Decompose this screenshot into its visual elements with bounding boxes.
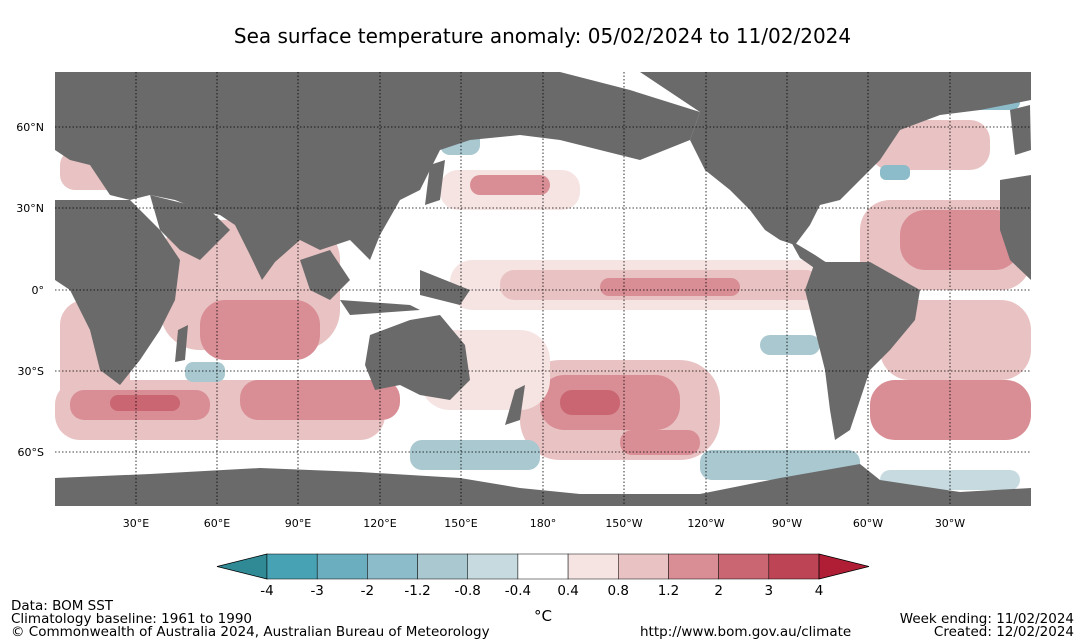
- footer-week-ending: Week ending: 11/02/2024: [899, 611, 1074, 627]
- colorbar-segment: [417, 553, 468, 580]
- lat-label: 60°N: [16, 121, 44, 134]
- lon-label: 150°W: [605, 517, 642, 530]
- colorbar-extend-high: [818, 553, 870, 580]
- graticule: [55, 72, 1031, 506]
- footer-baseline: Climatology baseline: 1961 to 1990: [11, 611, 252, 627]
- colorbar-tick-labels: -4 -3 -2 -1.2 -0.8 -0.4 0.4 0.8 1.2 2 3 4: [260, 583, 823, 599]
- colorbar-tick-label: 3: [765, 583, 774, 599]
- lon-label: 150°E: [444, 517, 477, 530]
- colorbar-segment: [768, 553, 820, 580]
- colorbar-tick-label: -2: [361, 583, 374, 599]
- colorbar-tick-label: -1.2: [404, 583, 430, 599]
- colorbar-segment: [718, 553, 770, 580]
- colorbar-segment: [567, 553, 619, 580]
- colorbar-tick-label: 4: [815, 583, 824, 599]
- colorbar: [216, 553, 870, 580]
- colorbar-segment: [266, 553, 318, 580]
- latitude-labels: 60°N 30°N 0° 30°S 60°S: [16, 121, 44, 459]
- lat-label: 60°S: [18, 446, 44, 459]
- colorbar-tick-label: -3: [310, 583, 323, 599]
- lon-label: 60°E: [204, 517, 230, 530]
- colorbar-extend-low: [216, 553, 268, 580]
- colorbar-unit: °C: [534, 607, 552, 625]
- colorbar-segment: [668, 553, 719, 580]
- lon-label: 60°W: [853, 517, 883, 530]
- lon-label: 30°E: [123, 517, 149, 530]
- longitude-labels: 30°E 60°E 90°E 120°E 150°E 180° 150°W 12…: [123, 517, 966, 530]
- colorbar-tick-label: -0.4: [505, 583, 531, 599]
- colorbar-segment: [367, 553, 418, 580]
- colorbar-tick-label: 0.4: [557, 583, 578, 599]
- colorbar-segment: [316, 553, 368, 580]
- lon-label: 30°W: [935, 517, 965, 530]
- footer-url-link[interactable]: http://www.bom.gov.au/climate: [640, 624, 852, 640]
- lon-label: 120°E: [363, 517, 396, 530]
- lon-label: 120°W: [687, 517, 724, 530]
- colorbar-tick-label: 1.2: [658, 583, 679, 599]
- map-title: Sea surface temperature anomaly: 05/02/2…: [233, 24, 852, 48]
- colorbar-segment: [467, 553, 519, 580]
- colorbar-tick-label: -4: [260, 583, 273, 599]
- colorbar-tick-label: 0.8: [608, 583, 629, 599]
- footer-copyright: © Commonwealth of Australia 2024, Austra…: [11, 624, 490, 640]
- colorbar-segment: [618, 553, 669, 580]
- lon-label: 180°: [530, 517, 557, 530]
- colorbar-tick-label: 2: [714, 583, 723, 599]
- lat-label: 30°S: [18, 365, 44, 378]
- lat-label: 0°: [32, 284, 45, 297]
- footer-created: Created: 12/02/2024: [933, 624, 1074, 640]
- footer-data-source: Data: BOM SST: [11, 598, 114, 614]
- lat-label: 30°N: [16, 202, 44, 215]
- colorbar-segment: [517, 553, 569, 580]
- lon-label: 90°W: [772, 517, 802, 530]
- colorbar-tick-label: -0.8: [455, 583, 481, 599]
- lon-label: 90°E: [285, 517, 311, 530]
